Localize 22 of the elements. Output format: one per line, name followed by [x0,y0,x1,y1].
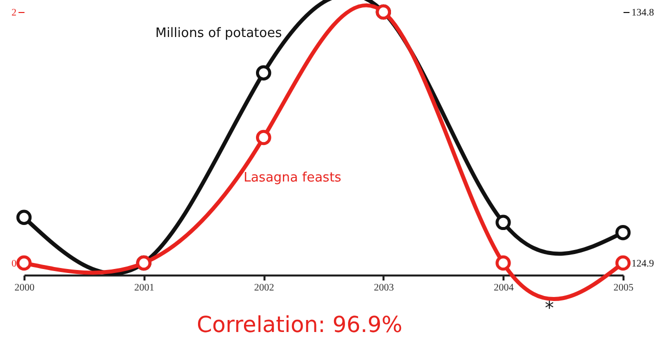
point [256,130,272,146]
series-label: Lasagna feasts [244,170,342,186]
x-tick-label: 2005 [614,282,634,294]
point [615,255,631,271]
x-tick-label: 2001 [134,282,154,294]
series-label: Millions of potatoes [155,26,282,41]
x-tick-label: 2004 [494,282,514,294]
y-tick-label: 0 [12,258,16,270]
point [496,255,511,271]
point [496,214,511,230]
point [615,224,631,240]
x-tick-label: 2003 [374,282,394,294]
text: Correlation: 96.9% [196,313,402,338]
y2-tick-label: 124.9 [632,258,654,270]
x-tick-label: 2000 [14,282,34,294]
y-tick-label: 2 [12,8,16,18]
y2-tick-label: 134.8 [632,8,654,18]
x-tick-label: 2002 [254,282,274,294]
point [16,255,32,271]
point [16,210,32,225]
text: * [544,298,554,319]
point [256,65,272,80]
